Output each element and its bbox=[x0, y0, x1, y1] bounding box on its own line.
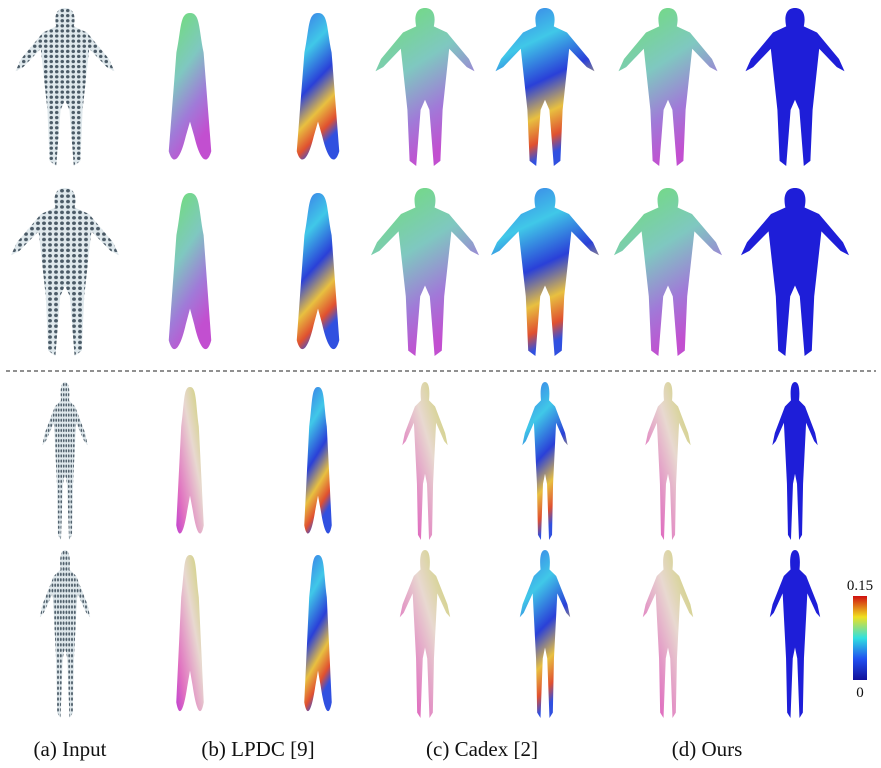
body-mesh bbox=[402, 382, 447, 540]
body-mesh bbox=[491, 188, 599, 356]
caption: (b) LPDC [9] bbox=[201, 737, 314, 761]
blob-mesh bbox=[176, 555, 204, 711]
body-mesh bbox=[772, 382, 817, 540]
blob-mesh bbox=[169, 13, 212, 160]
body-mesh bbox=[746, 8, 845, 166]
blob-mesh bbox=[304, 555, 332, 711]
renderings bbox=[11, 8, 849, 718]
blob-mesh bbox=[304, 387, 332, 534]
body-mesh bbox=[619, 8, 718, 166]
body-mesh bbox=[11, 188, 119, 356]
body-mesh bbox=[520, 550, 570, 718]
body-mesh bbox=[614, 188, 722, 356]
caption: (c) Cadex [2] bbox=[426, 737, 538, 761]
blob-mesh bbox=[297, 193, 340, 349]
colorbar bbox=[853, 596, 867, 680]
caption: (d) Ours bbox=[672, 737, 743, 761]
body-mesh bbox=[645, 382, 690, 540]
body-mesh bbox=[16, 8, 115, 166]
blob-mesh bbox=[297, 13, 340, 160]
colorbar-max: 0.15 bbox=[847, 578, 873, 594]
body-mesh bbox=[371, 188, 479, 356]
colorbar-min: 0 bbox=[856, 685, 864, 701]
blob-mesh bbox=[176, 387, 204, 534]
figure: 0.15 0 (a) Input (b) LPDC [9] (c) Cadex … bbox=[0, 0, 881, 768]
body-mesh bbox=[643, 550, 693, 718]
body-mesh bbox=[40, 550, 90, 718]
body-mesh bbox=[400, 550, 450, 718]
body-mesh bbox=[770, 550, 820, 718]
body-mesh bbox=[496, 8, 595, 166]
body-mesh bbox=[741, 188, 849, 356]
blob-mesh bbox=[169, 193, 212, 349]
body-mesh bbox=[522, 382, 567, 540]
body-mesh bbox=[42, 382, 87, 540]
body-mesh bbox=[376, 8, 475, 166]
caption: (a) Input bbox=[34, 737, 107, 761]
